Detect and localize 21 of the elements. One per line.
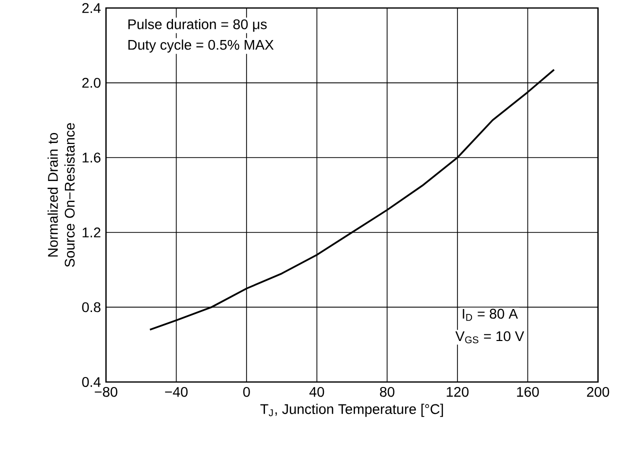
y-tick-label: 1.6 (82, 152, 100, 163)
x-tick-label: 40 (309, 386, 324, 397)
x-tick-label: 120 (446, 386, 469, 397)
annotation: Pulse duration = 80 μs (128, 18, 267, 32)
x-tick-label: −80 (94, 386, 118, 397)
x-tick-label: 80 (380, 386, 394, 397)
x-tick-label: 0 (243, 386, 250, 397)
annotation: V$_{GS}$ = 10 V (455, 331, 524, 344)
y-tick-label: 0.8 (82, 302, 100, 312)
y-tick-label: 2.0 (82, 78, 101, 88)
y-tick-label: 1.2 (82, 228, 100, 238)
x-axis-title: T$_{J}$, Junction Temperature [°C] (260, 404, 443, 417)
x-tick-label: −40 (165, 386, 188, 397)
y-tick-label: 2.4 (82, 3, 101, 13)
annotation: I$_{D}$ = 80 A (462, 308, 518, 321)
y-tick-label: 0.4 (82, 377, 101, 387)
x-tick-label: 200 (587, 386, 610, 397)
line-series (149, 68, 555, 331)
y-axis-title: Normalized Drain to Source On−Resistance (48, 123, 75, 267)
x-tick-label: 160 (517, 386, 539, 397)
annotation: Duty cycle = 0.5% MAX (128, 40, 274, 53)
